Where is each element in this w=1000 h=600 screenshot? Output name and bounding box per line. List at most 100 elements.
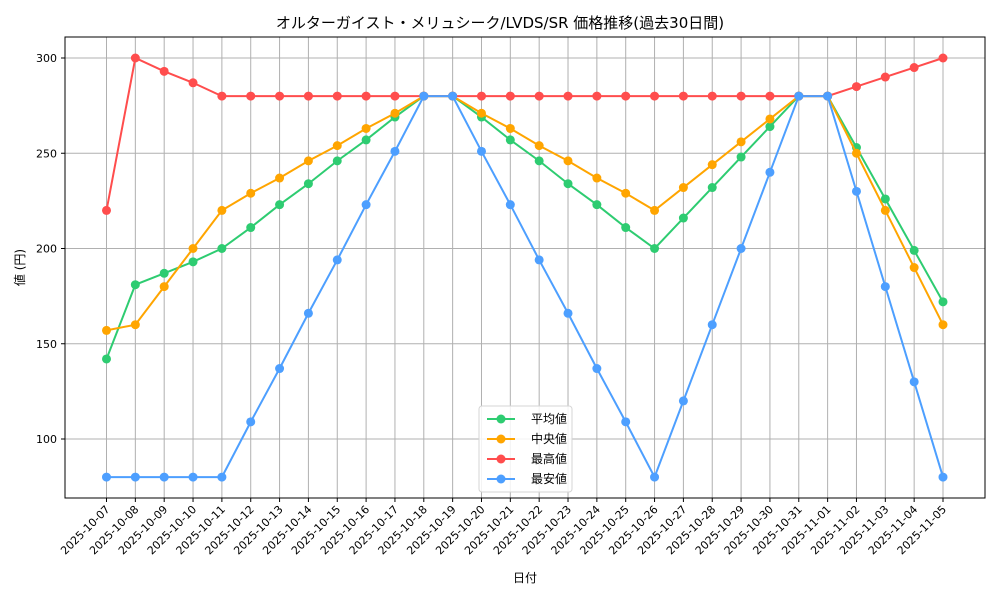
data-point <box>390 108 400 118</box>
data-point <box>361 200 371 210</box>
data-point <box>275 200 285 210</box>
data-point <box>534 141 544 151</box>
data-point <box>823 91 833 101</box>
data-point <box>303 91 313 101</box>
data-point <box>534 91 544 101</box>
data-point <box>188 472 198 482</box>
data-point <box>188 257 198 267</box>
legend-label: 中央値 <box>531 431 567 446</box>
data-point <box>159 268 169 278</box>
data-point <box>909 377 919 387</box>
data-point <box>851 148 861 158</box>
data-point <box>880 282 890 292</box>
legend-marker <box>496 414 506 424</box>
data-point <box>303 179 313 189</box>
data-point <box>880 205 890 215</box>
data-point <box>303 156 313 166</box>
data-point <box>592 91 602 101</box>
data-point <box>332 141 342 151</box>
data-point <box>246 188 256 198</box>
data-point <box>275 173 285 183</box>
data-point <box>332 255 342 265</box>
data-point <box>736 137 746 147</box>
data-point <box>736 152 746 162</box>
data-point <box>246 91 256 101</box>
data-point <box>678 183 688 193</box>
data-point <box>736 244 746 253</box>
data-point <box>130 472 140 482</box>
data-point <box>390 146 400 156</box>
data-point <box>534 156 544 166</box>
data-point <box>909 63 919 73</box>
legend-box <box>478 405 573 493</box>
data-point <box>505 135 515 145</box>
data-point <box>102 325 111 335</box>
data-point <box>707 160 717 170</box>
data-point <box>476 108 486 118</box>
data-point <box>476 146 486 156</box>
data-point <box>563 308 573 318</box>
data-point <box>448 91 458 101</box>
data-point <box>678 213 688 223</box>
data-point <box>188 78 198 88</box>
series-line <box>105 56 944 211</box>
data-point <box>130 320 140 330</box>
data-point <box>909 263 919 273</box>
legend-marker <box>496 454 506 464</box>
data-point <box>880 194 890 204</box>
y-tick-label: 150 <box>36 338 57 351</box>
y-axis-label: 値 (円) <box>12 249 27 286</box>
data-point <box>563 156 573 166</box>
data-point <box>592 364 602 374</box>
data-point <box>736 91 746 101</box>
data-point <box>361 123 371 133</box>
data-point <box>505 200 515 210</box>
data-point <box>938 297 948 307</box>
data-point <box>159 66 169 76</box>
data-point <box>188 244 198 253</box>
data-point <box>130 53 140 63</box>
data-point <box>621 91 631 101</box>
legend-label: 最安値 <box>531 471 567 486</box>
data-point <box>390 91 400 101</box>
series-line <box>105 95 944 360</box>
data-point <box>938 53 948 63</box>
data-point <box>592 200 602 210</box>
data-point <box>678 396 688 406</box>
data-point <box>650 472 660 482</box>
data-point <box>361 135 371 145</box>
data-point <box>938 320 948 330</box>
data-point <box>621 417 631 427</box>
data-point <box>765 91 775 101</box>
data-point <box>246 417 256 427</box>
x-axis-label: 日付 <box>513 571 537 585</box>
data-point <box>621 223 631 233</box>
data-point <box>217 472 227 482</box>
data-point <box>275 91 285 101</box>
y-tick-label: 200 <box>36 243 57 256</box>
legend-marker <box>496 434 506 444</box>
data-point <box>505 91 515 101</box>
series-line <box>106 95 944 332</box>
data-point <box>707 320 717 330</box>
y-tick-label: 250 <box>36 147 57 160</box>
data-point <box>217 244 227 253</box>
data-point <box>419 91 429 101</box>
data-point <box>246 223 256 233</box>
data-point <box>102 205 111 215</box>
data-point <box>909 245 919 255</box>
data-point <box>851 186 861 196</box>
legend-label: 最高値 <box>531 451 567 466</box>
data-point <box>303 308 313 318</box>
plot-frame <box>64 36 986 499</box>
data-point <box>332 156 342 166</box>
data-point <box>563 179 573 189</box>
data-point <box>621 188 631 198</box>
data-point <box>275 364 285 374</box>
data-point <box>159 282 169 292</box>
chart-title: オルターガイスト・メリュシーク/LVDS/SR 価格推移(過去30日間) <box>275 14 725 32</box>
data-point <box>707 183 717 193</box>
data-point <box>130 280 140 290</box>
